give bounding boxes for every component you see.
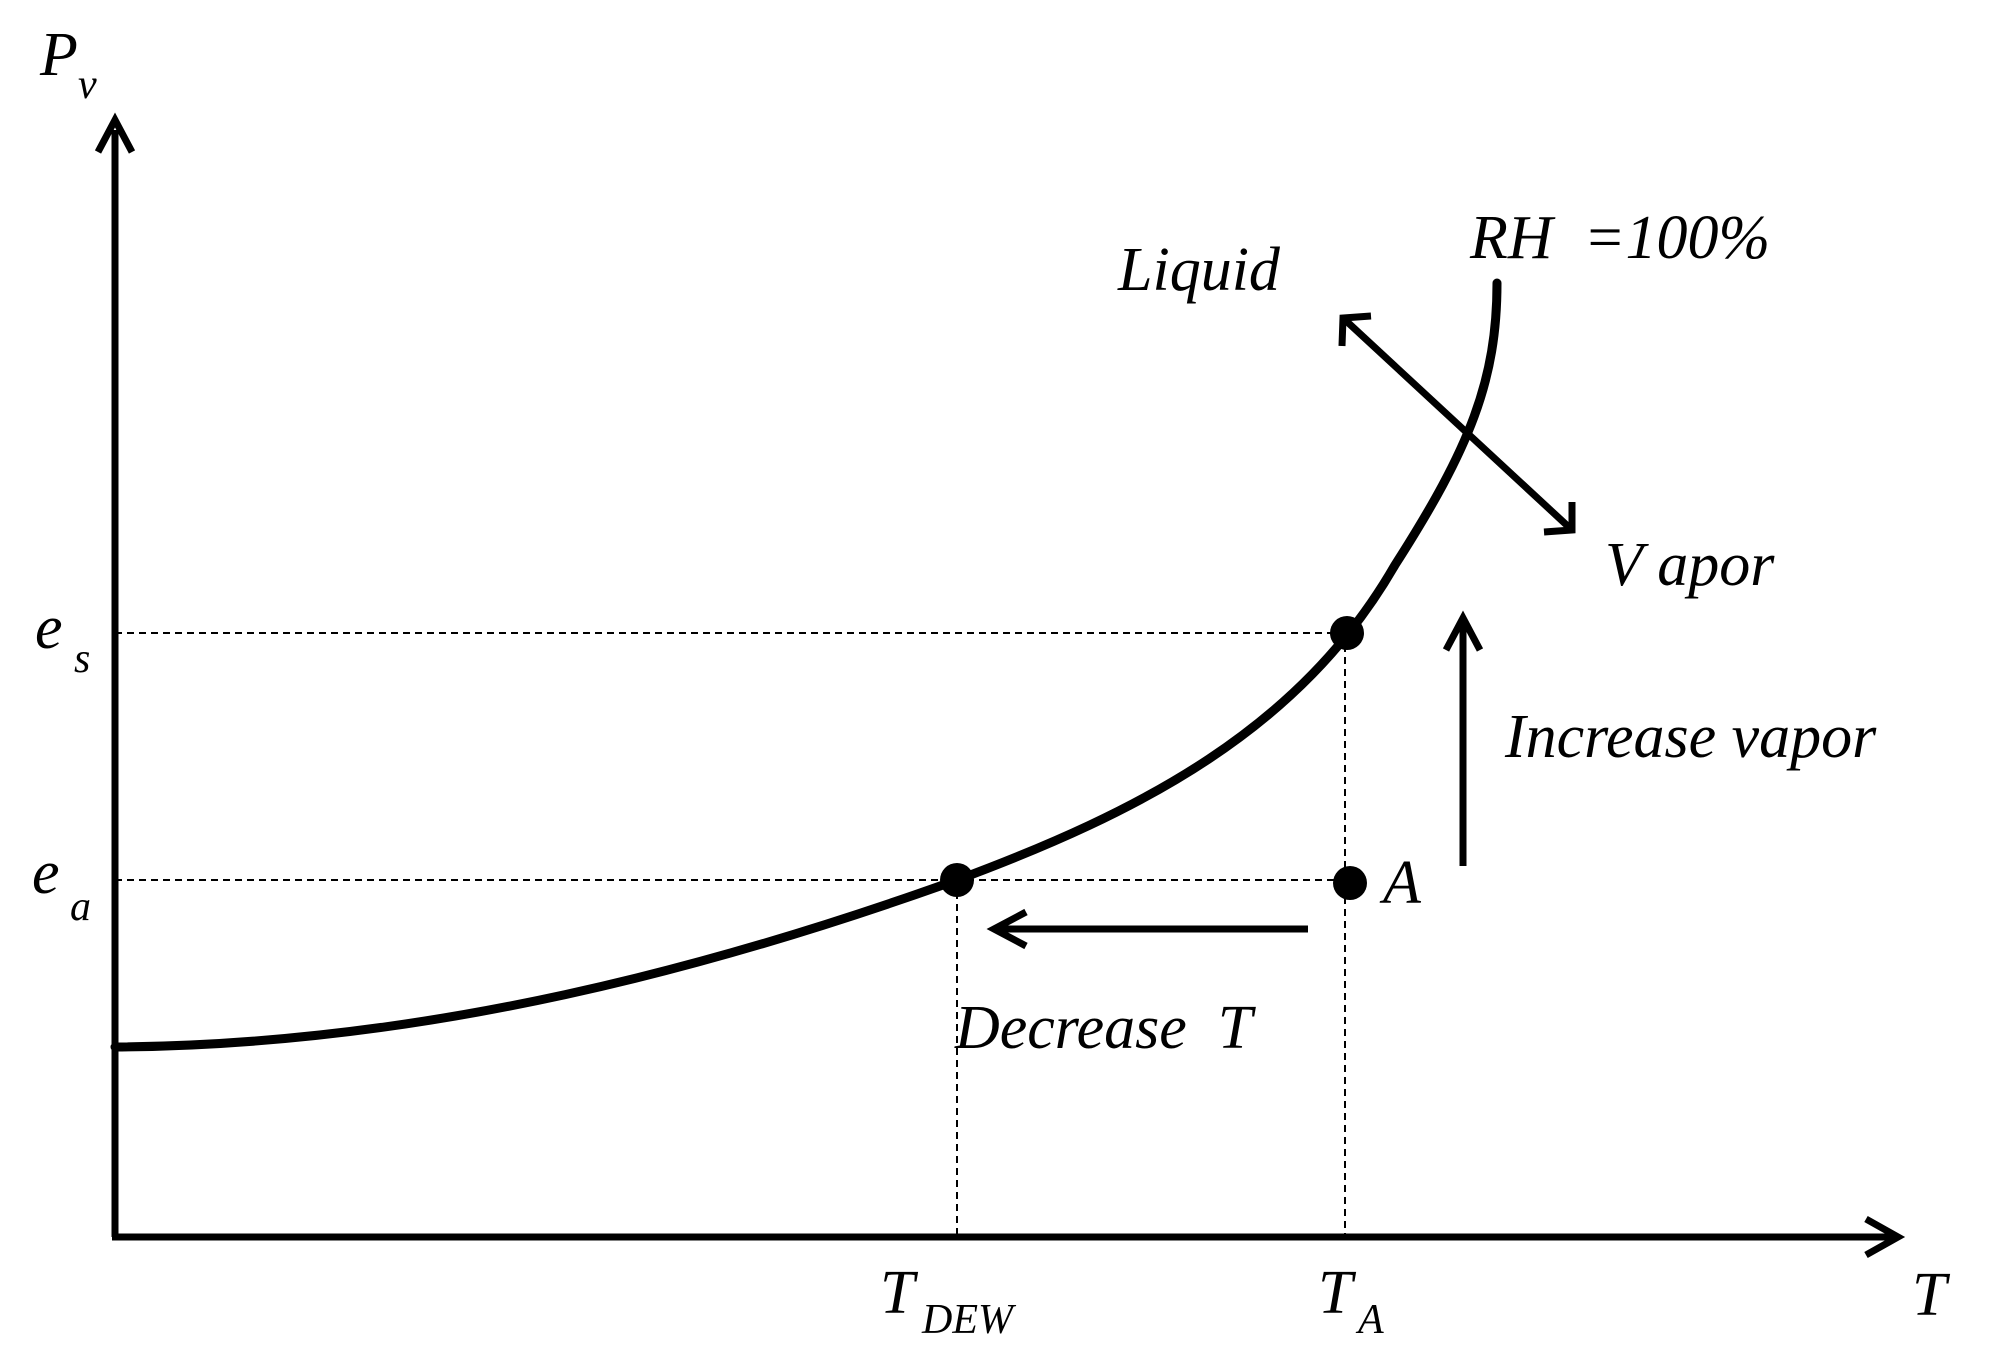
t-dew-label: T xyxy=(880,1259,919,1327)
x-axis-title: T xyxy=(1912,1261,1951,1329)
phase-direction-line xyxy=(1340,315,1575,533)
decrease-t-label: Decrease T xyxy=(954,994,1257,1062)
curve-label: RH =100% xyxy=(1469,204,1770,272)
liquid-arrowhead xyxy=(1338,312,1372,347)
y-axis-title-subscript: v xyxy=(78,62,97,108)
t-a-label: T xyxy=(1318,1259,1357,1327)
y-axis-title: P xyxy=(39,21,78,89)
x-axis-arrowhead xyxy=(1864,1215,1906,1259)
es-label-subscript: s xyxy=(74,636,90,682)
point-a-label: A xyxy=(1379,849,1422,917)
vapor-label: V apor xyxy=(1605,531,1775,599)
state-point-a-marker xyxy=(1333,866,1367,900)
vapor-arrowhead xyxy=(1543,502,1576,536)
saturation-curve xyxy=(110,278,1502,1052)
ea-label: e xyxy=(32,839,60,907)
y-axis-arrowhead xyxy=(94,112,136,154)
t-a-label-subscript: A xyxy=(1355,1297,1384,1343)
increase-vapor-arrowhead xyxy=(1442,610,1484,652)
t-dew-label-subscript: DEW xyxy=(921,1297,1017,1343)
es-label: e xyxy=(35,594,63,662)
dew-point-marker xyxy=(940,863,974,897)
ea-label-subscript: a xyxy=(70,884,91,930)
increase-vapor-label: Increase vapor xyxy=(1504,703,1877,771)
saturation-point-marker xyxy=(1330,616,1364,650)
decrease-t-arrowhead xyxy=(986,908,1028,950)
liquid-label: Liquid xyxy=(1117,236,1281,304)
